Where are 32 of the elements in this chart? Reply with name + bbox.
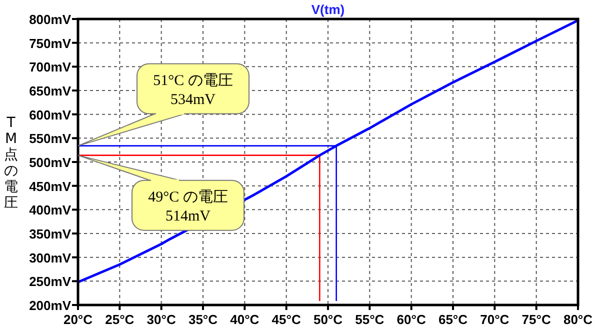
- y-tick-label: 600mV: [29, 107, 72, 122]
- callout: 49°C の電圧 514mV: [78, 154, 244, 231]
- y-tick-label: 700mV: [29, 60, 72, 75]
- x-tick-label: 55°C: [355, 312, 385, 327]
- x-tick-label: 70°C: [480, 312, 510, 327]
- y-tick-label: 400mV: [29, 202, 72, 218]
- annotation: 51°C の電圧 534mV: [153, 72, 233, 108]
- x-tick-label: 60°C: [396, 312, 426, 327]
- chart-title: V(tm): [311, 2, 345, 17]
- y-tick-label: 500mV: [29, 155, 72, 170]
- x-tick-label: 65°C: [438, 312, 468, 327]
- x-tick-label: 45°C: [272, 312, 302, 327]
- y-axis-title: TM点の電圧: [4, 115, 18, 211]
- y-tick-label: 800mV: [29, 12, 72, 27]
- y-tick-label: 300mV: [29, 250, 72, 266]
- y-tick-label: 200mV: [29, 298, 72, 313]
- x-tick-label: 30°C: [146, 312, 176, 327]
- x-tick-label: 35°C: [188, 312, 218, 327]
- y-tick-label: 350mV: [29, 226, 72, 242]
- x-tick-label: 75°C: [522, 312, 552, 327]
- x-tick-label: 50°C: [313, 312, 344, 327]
- y-tick-label: 550mV: [29, 131, 72, 146]
- x-tick-label: 20°C: [63, 312, 94, 327]
- callout: 51°C の電圧 534mV: [78, 63, 250, 146]
- x-tick-label: 25°C: [105, 312, 135, 327]
- y-tick-label: 750mV: [29, 36, 72, 51]
- y-tick-label: 650mV: [29, 84, 72, 98]
- annotation: 49°C の電圧 514mV: [148, 189, 228, 224]
- x-tick-label: 80°C: [563, 312, 594, 327]
- y-tick-label: 450mV: [29, 178, 72, 194]
- y-tick-label: 250mV: [29, 274, 72, 290]
- x-tick-label: 40°C: [230, 312, 260, 327]
